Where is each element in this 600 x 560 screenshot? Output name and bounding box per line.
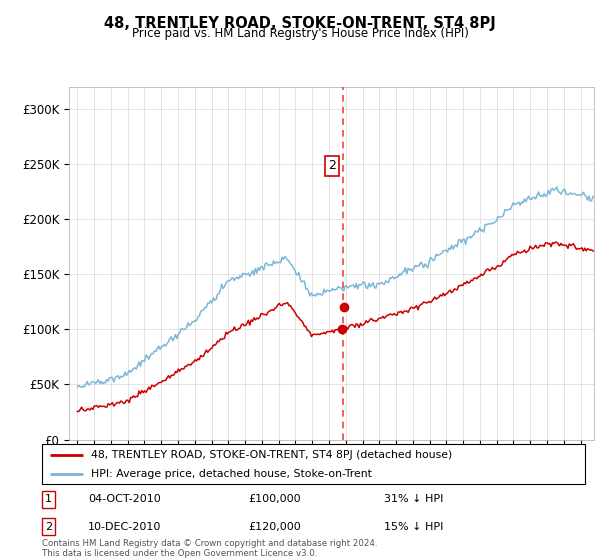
Text: 31% ↓ HPI: 31% ↓ HPI xyxy=(384,494,443,505)
Text: £120,000: £120,000 xyxy=(248,521,301,531)
FancyBboxPatch shape xyxy=(42,444,585,484)
Text: HPI: Average price, detached house, Stoke-on-Trent: HPI: Average price, detached house, Stok… xyxy=(91,469,372,478)
Text: Price paid vs. HM Land Registry's House Price Index (HPI): Price paid vs. HM Land Registry's House … xyxy=(131,27,469,40)
Text: 04-OCT-2010: 04-OCT-2010 xyxy=(88,494,161,505)
Text: 10-DEC-2010: 10-DEC-2010 xyxy=(88,521,161,531)
Text: £100,000: £100,000 xyxy=(248,494,301,505)
Text: 1: 1 xyxy=(45,494,52,505)
Text: 48, TRENTLEY ROAD, STOKE-ON-TRENT, ST4 8PJ (detached house): 48, TRENTLEY ROAD, STOKE-ON-TRENT, ST4 8… xyxy=(91,450,452,460)
Text: 2: 2 xyxy=(45,521,52,531)
Text: 15% ↓ HPI: 15% ↓ HPI xyxy=(384,521,443,531)
Text: 48, TRENTLEY ROAD, STOKE-ON-TRENT, ST4 8PJ: 48, TRENTLEY ROAD, STOKE-ON-TRENT, ST4 8… xyxy=(104,16,496,31)
Text: Contains HM Land Registry data © Crown copyright and database right 2024.
This d: Contains HM Land Registry data © Crown c… xyxy=(42,539,377,558)
Text: 2: 2 xyxy=(328,160,335,172)
